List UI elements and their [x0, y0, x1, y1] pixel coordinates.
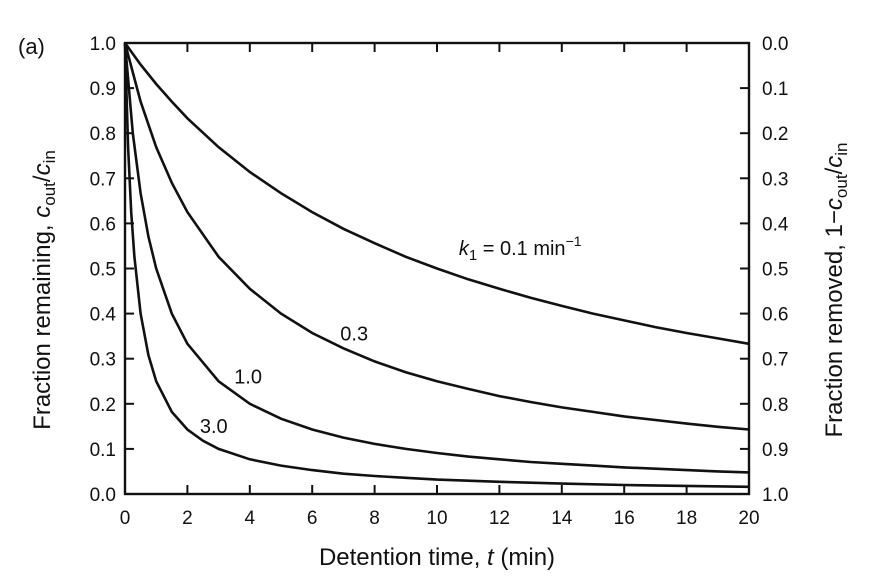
y-right-tick-label: 0.5	[762, 260, 788, 281]
series-line-k-1	[123, 42, 750, 474]
y-axis-left-ticks: 0.0 0.1 0.2 0.3 0.4 0.5 0.6 0.7 0.8 0.9 1.0	[90, 34, 134, 506]
y-right-tick-label: 0.2	[762, 124, 788, 145]
series-line-k-0-1	[123, 42, 750, 346]
y-right-tick-label: 0.7	[762, 350, 788, 371]
x-tick-label: 2	[182, 508, 193, 529]
x-tick-label: 20	[738, 508, 759, 529]
y-axis-left-title: Fraction remaining, cout/cin	[29, 150, 59, 430]
y-left-tick-label: 0.4	[90, 305, 117, 326]
y-left-tick-label: 0.8	[90, 124, 116, 145]
y-right-tick-label: 0.8	[762, 395, 788, 416]
series-line-k-0-3	[123, 42, 750, 431]
x-tick-label: 0	[120, 508, 131, 529]
y-right-tick-label: 0.9	[762, 440, 788, 461]
y-right-tick-label: 0.1	[762, 79, 788, 100]
y-left-tick-label: 0.0	[90, 485, 116, 506]
y-left-tick-label: 0.1	[90, 440, 116, 461]
x-tick-label: 12	[489, 508, 510, 529]
y-left-tick-label: 1.0	[90, 34, 116, 55]
x-tick-label: 14	[551, 508, 573, 529]
y-left-tick-label: 0.6	[90, 214, 116, 235]
x-axis-title: Detention time, t (min)	[319, 544, 555, 571]
y-axis-right-ticks: 1.0 0.9 0.8 0.7 0.6 0.5 0.4 0.3 0.2 0.1 0.0	[740, 34, 789, 506]
y-axis-right-title: Fraction removed, 1−cout/cin	[821, 143, 851, 438]
y-right-tick-label: 1.0	[762, 485, 788, 506]
y-left-tick-label: 0.3	[90, 350, 116, 371]
panel-tag: (a)	[18, 34, 45, 59]
y-right-tick-label: 0.0	[762, 34, 788, 55]
series-line-k-3	[123, 42, 750, 489]
y-right-tick-label: 0.3	[762, 169, 788, 190]
series-label-k-0-1: k1 = 0.1 min−1	[459, 233, 582, 264]
y-left-tick-label: 0.9	[90, 79, 116, 100]
series-label-k-0-3: 0.3	[340, 324, 368, 346]
curve-labels: k1 = 0.1 min−1 0.3 1.0 3.0	[200, 233, 582, 438]
x-tick-label: 8	[369, 508, 380, 529]
x-tick-label: 6	[307, 508, 318, 529]
y-left-tick-label: 0.2	[90, 395, 116, 416]
y-right-tick-label: 0.4	[762, 214, 789, 235]
x-tick-label: 10	[426, 508, 447, 529]
x-tick-label: 4	[245, 508, 256, 529]
series-label-k-3: 3.0	[200, 416, 228, 438]
y-left-tick-label: 0.5	[90, 260, 116, 281]
x-tick-label: 16	[614, 508, 635, 529]
x-axis-ticks: 0 2 4 6 8 10 12 14 16 18 20	[120, 43, 760, 529]
x-tick-label: 18	[676, 508, 697, 529]
curves	[123, 42, 750, 489]
series-label-k-1: 1.0	[234, 367, 262, 389]
y-right-tick-label: 0.6	[762, 305, 788, 326]
y-left-tick-label: 0.7	[90, 169, 116, 190]
